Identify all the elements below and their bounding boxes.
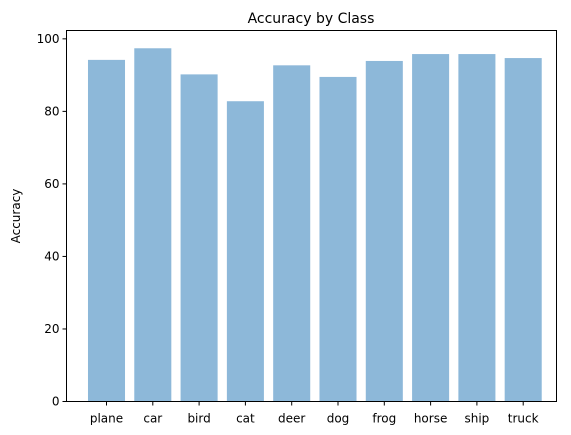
y-tick-label: 60	[44, 177, 59, 191]
bar-dog	[319, 76, 357, 402]
x-tick-label: deer	[278, 412, 305, 426]
bar-car	[134, 48, 172, 402]
bar-deer	[273, 65, 311, 402]
bars-group	[87, 48, 542, 402]
y-axis-ticks: 0 20 40 60 80 100	[37, 32, 67, 409]
bar-plane	[87, 59, 126, 402]
x-tick-label: ship	[464, 412, 489, 426]
bar-bird	[180, 74, 218, 402]
bar-cat	[226, 101, 264, 402]
x-tick-label: truck	[508, 412, 539, 426]
x-tick-label: car	[143, 412, 162, 426]
y-tick-label: 0	[52, 395, 60, 409]
x-tick-label: plane	[90, 412, 123, 426]
y-axis-label: Accuracy	[9, 189, 23, 244]
chart-title: Accuracy by Class	[248, 11, 375, 27]
x-tick-label: bird	[187, 412, 210, 426]
bar-ship	[458, 54, 496, 402]
bar-horse	[412, 54, 450, 402]
y-tick-label: 20	[44, 322, 59, 336]
x-axis-ticks: plane car bird cat deer dog frog horse ship truck	[90, 401, 539, 426]
y-tick-label: 100	[37, 32, 60, 46]
y-tick-label: 80	[44, 104, 59, 118]
x-tick-label: frog	[372, 412, 396, 426]
bar-frog	[365, 60, 403, 402]
plot-frame	[66, 30, 557, 402]
x-tick-label: cat	[236, 412, 255, 426]
y-tick-label: 40	[44, 249, 59, 263]
x-tick-label: dog	[327, 412, 350, 426]
x-tick-label: horse	[414, 412, 448, 426]
bar-truck	[504, 58, 542, 402]
